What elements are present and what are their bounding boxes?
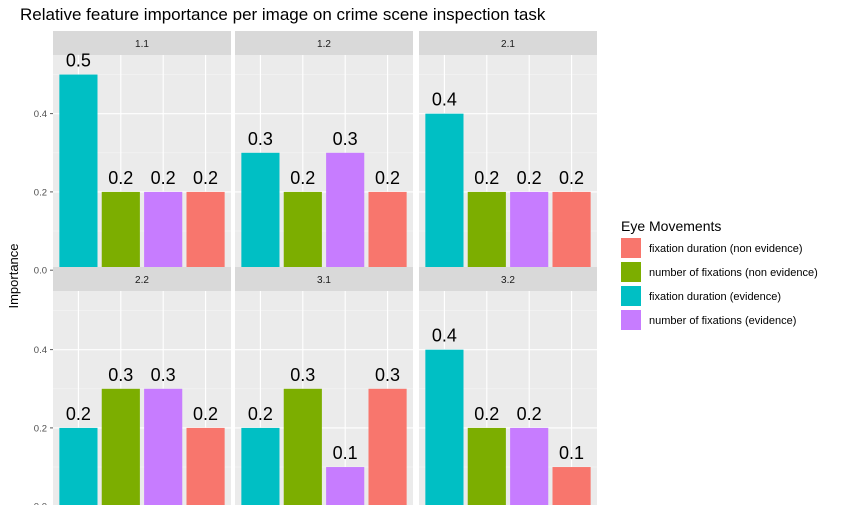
bar-value-label: 0.2 (559, 168, 584, 188)
legend-key (621, 262, 641, 282)
legend-label: fixation duration (non evidence) (649, 243, 802, 255)
bar (283, 191, 322, 271)
y-tick-label: 0.0 (34, 502, 47, 505)
facet-panel: 1.1 0.5 0.2 0.2 0.2 0.0 0.2 0.4 (34, 31, 231, 280)
bar-value-label: 0.2 (66, 404, 91, 424)
facet-strip (419, 31, 597, 55)
chart-title: Relative feature importance per image on… (20, 5, 546, 24)
bar (144, 388, 183, 505)
facet-strip-label: 2.2 (135, 275, 149, 286)
bar-value-label: 0.2 (517, 168, 542, 188)
facet-panel: 2.1 0.4 0.2 0.2 0.2 (419, 31, 597, 280)
bar-value-label: 0.2 (375, 168, 400, 188)
bar-value-label: 0.2 (193, 168, 218, 188)
bar-value-label: 0.1 (333, 443, 358, 463)
bar-value-label: 0.3 (375, 365, 400, 385)
bar (368, 191, 407, 271)
legend-label: fixation duration (evidence) (649, 291, 781, 303)
bar-value-label: 0.4 (432, 90, 457, 110)
bar (59, 74, 98, 271)
bar (283, 388, 322, 505)
facet-strip-label: 2.1 (501, 39, 515, 50)
facet-panel: 3.1 0.2 0.3 0.1 0.3 (235, 267, 413, 505)
bar (186, 191, 225, 271)
bar-value-label: 0.4 (432, 326, 457, 346)
bar (368, 388, 407, 505)
bar (552, 191, 591, 271)
legend-label: number of fixations (evidence) (649, 315, 796, 327)
bar-value-label: 0.3 (290, 365, 315, 385)
bar-value-label: 0.2 (474, 404, 499, 424)
bar (510, 427, 549, 505)
facet-strip-label: 3.1 (317, 275, 331, 286)
facet-panels: 1.10.50.2 0.2 0.20.00.20.41.20.30.20.30.22… (34, 31, 597, 505)
y-tick-label: 0.4 (34, 109, 47, 120)
facet-strip-label: 1.1 (135, 39, 149, 50)
bar-value-label: 0.2 (290, 168, 315, 188)
facet-panel: 1.2 0.3 0.2 0.3 0.2 (235, 31, 413, 280)
facet-strip (53, 31, 231, 55)
bar-value-label: 0.2 (108, 168, 133, 188)
bar (467, 427, 506, 505)
bar-value-label: 0.3 (151, 365, 176, 385)
facet-strip-label: 1.2 (317, 39, 331, 50)
bar-value-label: 0.2 (151, 168, 176, 188)
bar-value-label: 0.3 (333, 129, 358, 149)
bar (326, 467, 365, 505)
legend-label: number of fixations (non evidence) (649, 267, 818, 279)
facet-panel: 3.2 0.4 0.2 0.2 0.1 (419, 267, 597, 505)
bar-value-label: 0.2 (474, 168, 499, 188)
bar (425, 113, 464, 271)
y-tick-label: 0.4 (34, 345, 47, 356)
facet-panel: 2.2 0.2 0.3 0.3 0.2 0.0 0.2 0.4 (34, 267, 231, 505)
bar (101, 191, 140, 271)
facet-strip (235, 31, 413, 55)
bar-value-label: 0.2 (193, 404, 218, 424)
bar (425, 349, 464, 505)
bar (144, 191, 183, 271)
legend-key (621, 286, 641, 306)
bar-value-label: 0.2 (517, 404, 542, 424)
bar-value-label: 0.3 (248, 129, 273, 149)
bar (552, 467, 591, 505)
bar (241, 152, 280, 271)
legend-title: Eye Movements (621, 218, 721, 234)
facet-strip (53, 267, 231, 291)
bar-value-label: 0.3 (108, 365, 133, 385)
bar (241, 427, 280, 505)
bar (326, 152, 365, 271)
bar (467, 191, 506, 271)
bar-value-label: 0.1 (559, 443, 584, 463)
legend: Eye Movements fixation duration (non evi… (621, 218, 818, 330)
y-tick-label: 0.0 (34, 266, 47, 277)
y-axis-label: Importance (6, 243, 21, 308)
facet-strip (419, 267, 597, 291)
bar-value-label: 0.5 (66, 51, 91, 71)
facet-strip (235, 267, 413, 291)
facet-strip-label: 3.2 (501, 275, 515, 286)
y-tick-label: 0.2 (34, 187, 47, 198)
bar-value-label: 0.2 (248, 404, 273, 424)
bar (101, 388, 140, 505)
legend-key (621, 310, 641, 330)
bar (186, 427, 225, 505)
bar (59, 427, 98, 505)
y-tick-label: 0.2 (34, 423, 47, 434)
bar (510, 191, 549, 271)
legend-key (621, 238, 641, 258)
